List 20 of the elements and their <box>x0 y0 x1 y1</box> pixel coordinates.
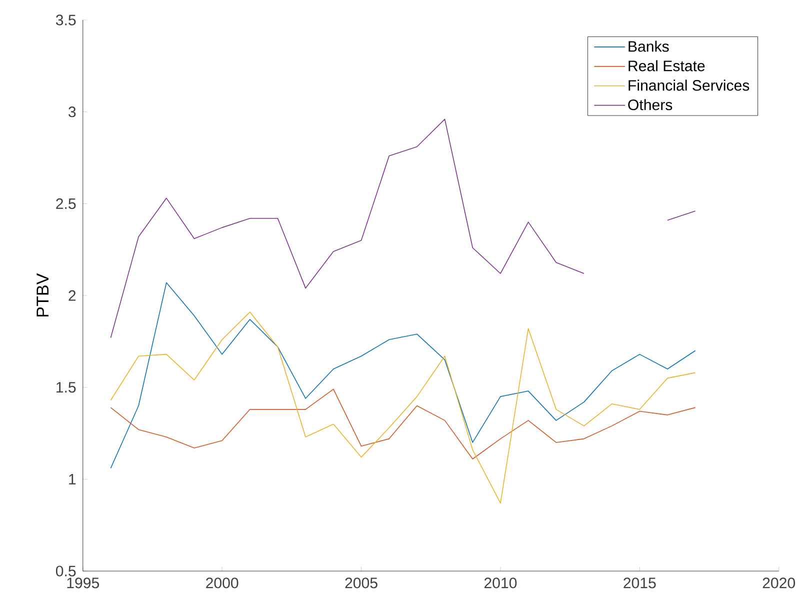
legend-label: Others <box>628 99 672 110</box>
y-tick-label: 3 <box>68 106 76 118</box>
x-tick-label: 2010 <box>484 578 517 588</box>
legend-label: Financial Services <box>628 80 750 91</box>
legend-label: Real Estate <box>628 60 705 72</box>
line-series <box>110 312 696 504</box>
y-axis-title: PTBV <box>36 273 48 316</box>
legend-label: Banks <box>628 40 669 52</box>
x-tick-label: 2015 <box>624 578 656 588</box>
x-tick-label: 2000 <box>206 578 238 588</box>
x-tick-label: 1995 <box>67 578 100 588</box>
x-tick-label: 2005 <box>345 578 378 588</box>
y-tick-label: 0.5 <box>56 566 76 576</box>
y-tick-label: 1 <box>69 474 76 484</box>
y-tick-label: 2.5 <box>56 198 76 209</box>
y-tick-label: 3.5 <box>56 14 76 26</box>
line-series <box>110 282 696 469</box>
y-tick-label: 2 <box>68 290 76 301</box>
y-tick-label: 1.5 <box>56 382 76 393</box>
x-tick-label: 2020 <box>762 578 796 588</box>
